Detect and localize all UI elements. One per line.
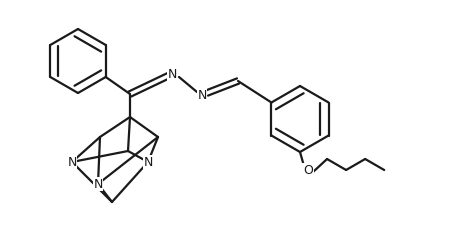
Text: N: N xyxy=(67,156,77,169)
Text: N: N xyxy=(197,89,207,102)
Text: O: O xyxy=(303,164,313,177)
Text: N: N xyxy=(167,68,177,81)
Text: N: N xyxy=(143,156,153,169)
Text: N: N xyxy=(93,178,103,191)
